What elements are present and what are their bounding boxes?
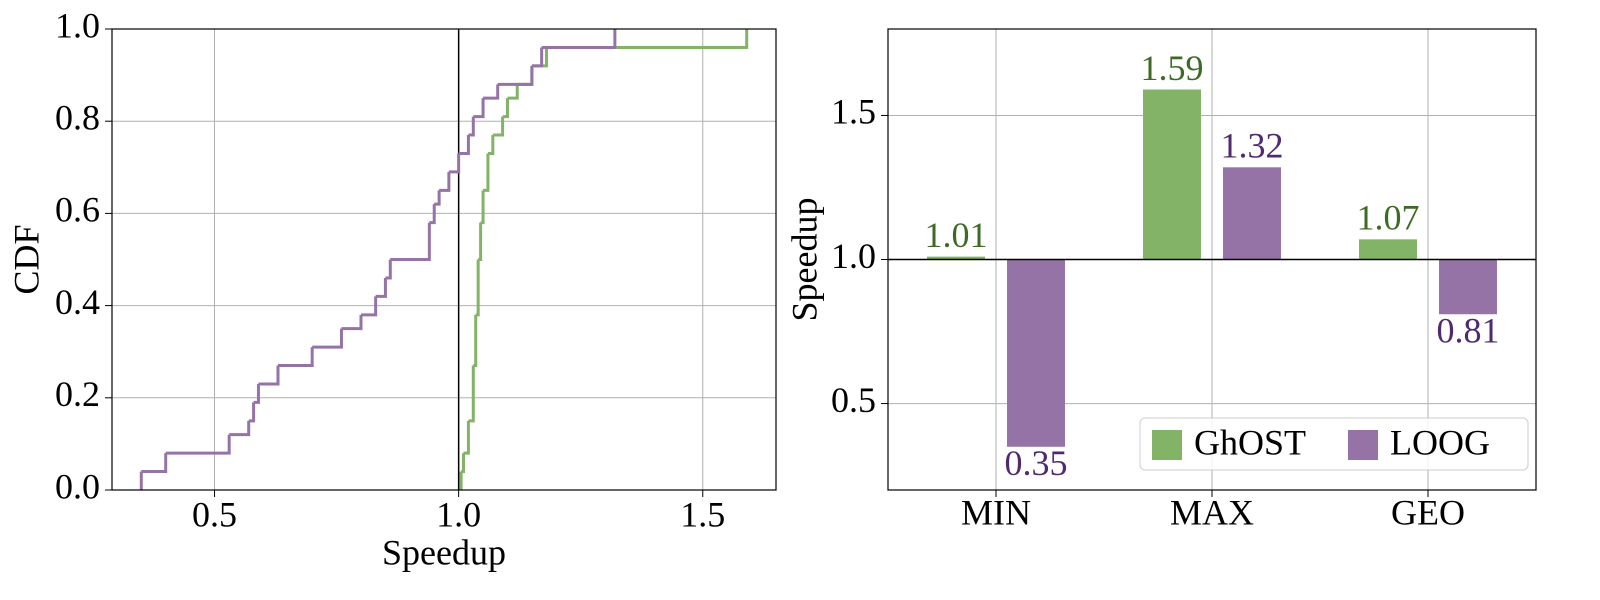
cdf-step	[492, 116, 505, 137]
cdf-step	[458, 135, 470, 155]
cdf-step	[517, 65, 534, 86]
cdf-step	[483, 153, 490, 192]
cdf-step	[475, 259, 480, 317]
plot-frame	[887, 28, 1537, 491]
cdf-step	[439, 171, 451, 192]
x-tick-label: 0.5	[192, 494, 237, 534]
x-tick-label: 1.0	[436, 494, 481, 534]
y-tick-label: 0.2	[55, 374, 100, 414]
y-tick-label: 0.5	[831, 380, 876, 420]
x-tick-label: 1.5	[680, 494, 725, 534]
value-label: 1.32	[1221, 126, 1284, 166]
cdf-step	[507, 84, 519, 100]
cdf-step	[463, 420, 470, 455]
cdf-step	[468, 365, 475, 423]
cdf-step	[487, 135, 495, 155]
y-tick-label: 1.0	[55, 5, 100, 45]
bar	[1359, 239, 1417, 260]
cdf-step	[483, 84, 500, 100]
legend-box	[1139, 417, 1529, 471]
cdf-step	[434, 190, 441, 206]
y-axis-label: CDF	[6, 224, 46, 294]
cdf-step	[253, 383, 260, 404]
cdf-step	[312, 328, 343, 349]
y-tick-label: 0.4	[55, 282, 100, 322]
legend-label: GhOST	[1194, 422, 1306, 462]
bar	[1439, 259, 1497, 315]
y-tick-label: 0.0	[55, 466, 100, 506]
legend-swatch	[1152, 430, 1182, 460]
cdf-step	[480, 190, 485, 225]
x-tick-label: MAX	[1170, 492, 1254, 532]
cdf-step	[502, 98, 509, 119]
y-tick-label: 1.0	[831, 236, 876, 276]
cdf-step	[473, 314, 478, 368]
cdf-step	[546, 29, 749, 49]
cdf-step	[461, 453, 466, 474]
value-label: 1.59	[1141, 48, 1204, 88]
legend-swatch	[1348, 430, 1378, 460]
cdf-step	[531, 47, 544, 68]
x-tick-label: GEO	[1391, 492, 1465, 532]
cdf-step	[429, 204, 436, 225]
x-axis-label: Speedup	[382, 532, 506, 572]
y-axis-label: Speedup	[784, 198, 824, 322]
cdf-step	[541, 29, 617, 49]
cdf-step	[448, 153, 461, 174]
cdf-step	[141, 453, 168, 474]
plot-frame	[111, 28, 777, 491]
value-label: 1.01	[925, 215, 988, 255]
y-tick-label: 1.5	[831, 92, 876, 132]
bar	[1143, 89, 1201, 260]
bar	[1007, 259, 1065, 447]
legend-label: LOOG	[1390, 422, 1490, 462]
cdf-step	[229, 420, 251, 437]
value-label: 1.07	[1357, 198, 1420, 238]
cdf-step	[361, 296, 378, 317]
y-tick-label: 0.6	[55, 190, 100, 230]
bar	[1223, 167, 1281, 260]
cdf-step	[375, 277, 387, 298]
y-tick-label: 0.8	[55, 97, 100, 137]
subplot: 0.0 0.2 0.4 0.6 0.8 1.0 0.5 1.0 1.5 Speedup CDF	[6, 5, 777, 572]
cdf-step	[341, 314, 363, 331]
cdf-step	[385, 259, 392, 280]
cdf-step	[478, 222, 483, 261]
bar	[927, 256, 985, 260]
cdf-step	[258, 365, 280, 386]
cdf-step	[473, 98, 485, 119]
subplot: 0.5 1.0 1.5 Speedup MIN MAX GEO 1.01 1.59 1.07 0.3…	[784, 28, 1537, 532]
cdf-step	[248, 402, 256, 423]
x-tick-label: MIN	[961, 492, 1031, 532]
cdf-step	[390, 222, 431, 261]
cdf-step	[165, 434, 231, 455]
cdf-step	[278, 347, 314, 368]
cdf-step	[497, 65, 534, 86]
legend: GhOST LOOG	[1139, 417, 1529, 471]
cdf-step	[468, 116, 475, 137]
cdf-step	[531, 47, 549, 68]
value-label: 0.35	[1005, 443, 1068, 483]
value-label: 0.81	[1437, 311, 1500, 351]
